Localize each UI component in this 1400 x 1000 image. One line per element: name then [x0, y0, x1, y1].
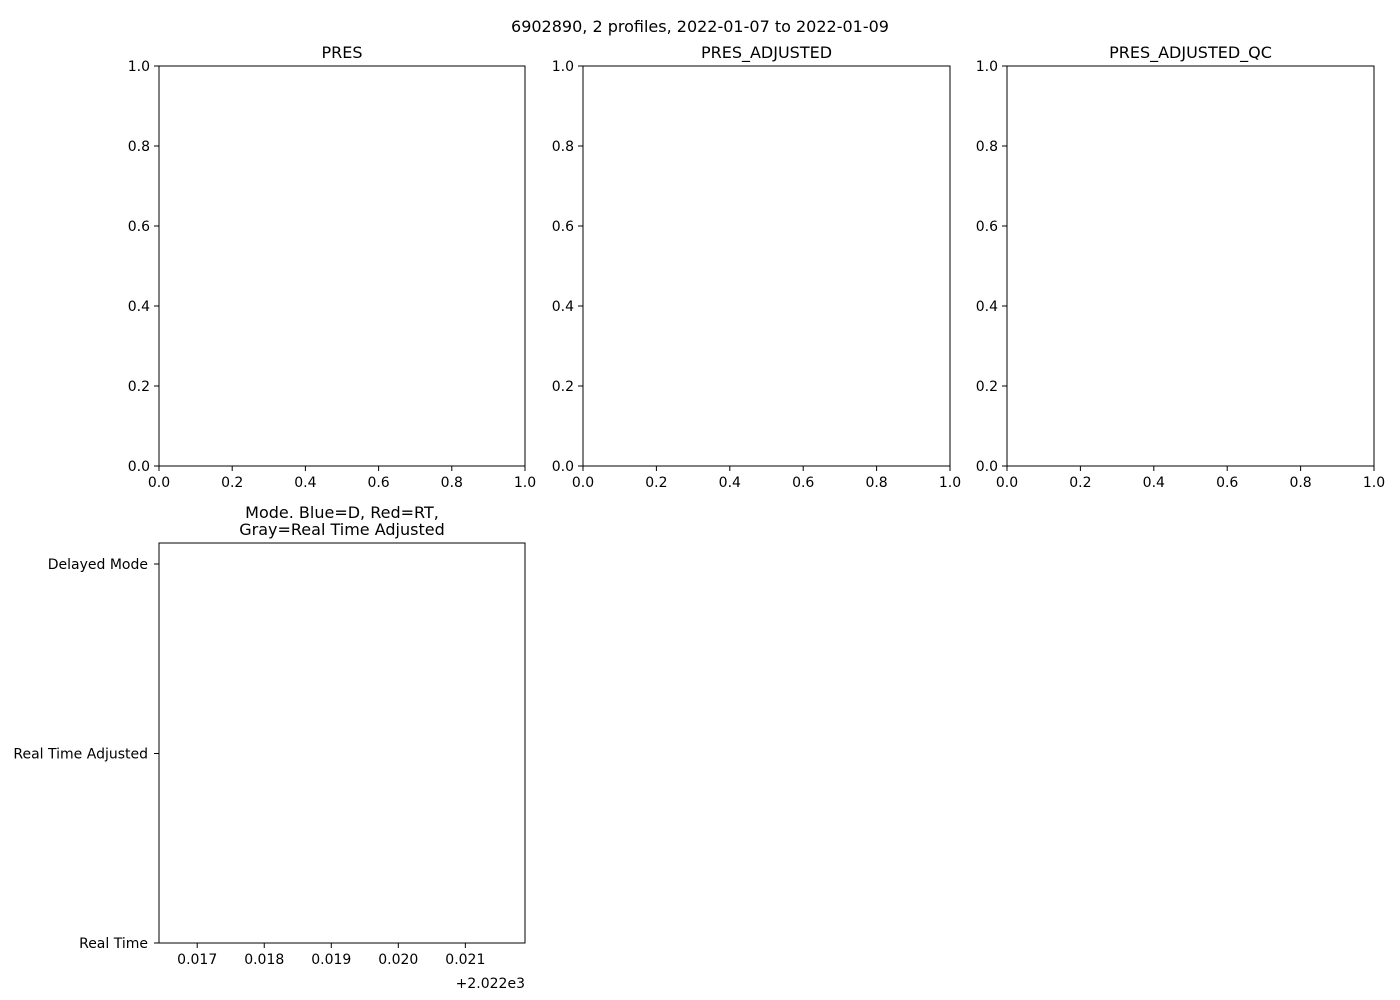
axes-title: PRES	[321, 43, 362, 62]
y-tick-label: 1.0	[128, 59, 150, 75]
y-tick-label: 0.4	[552, 299, 574, 315]
y-category-label: Real Time Adjusted	[13, 747, 148, 763]
y-tick-label: 0.0	[976, 459, 998, 475]
axes-panel-2: PRES_ADJUSTED 0.0 0.2 0.4 0.6 0.8 1.0 0.0 0.2 0.4…	[552, 43, 961, 491]
x-tick-label: 0.2	[1069, 475, 1091, 491]
x-tick-label: 0.2	[221, 475, 243, 491]
y-tick-label: 0.4	[976, 299, 998, 315]
axes-frame	[158, 542, 526, 944]
y-tick-label: 0.2	[128, 379, 150, 395]
x-tick-label: 1.0	[514, 475, 536, 491]
x-tick-label: 1.0	[1363, 475, 1385, 491]
y-tick-label: 0.2	[552, 379, 574, 395]
y-tick-label: 0.2	[976, 379, 998, 395]
y-tick-label: 0.8	[976, 139, 998, 155]
axes-frame	[158, 65, 526, 467]
y-tick-label: 0.6	[128, 219, 150, 235]
x-tick-label: 0.6	[792, 475, 814, 491]
y-tick-label: 0.4	[128, 299, 150, 315]
axes-panel-1: PRES 0.0 0.2 0.4 0.6 0.8 1.0 0.0 0.2 0.4 0.6 0.8 1.0	[128, 43, 536, 491]
y-category-label: Delayed Mode	[48, 557, 148, 573]
x-tick-label: 0.8	[441, 475, 463, 491]
x-tick-label: 0.019	[311, 952, 351, 968]
axes-frame	[1006, 65, 1375, 467]
x-tick-label: 0.8	[865, 475, 887, 491]
x-tick-label: 0.0	[996, 475, 1018, 491]
y-tick-label: 1.0	[976, 59, 998, 75]
x-tick-label: 0.8	[1289, 475, 1311, 491]
y-tick-label: 0.8	[552, 139, 574, 155]
axes-panel-3: PRES_ADJUSTED_QC 0.0 0.2 0.4 0.6 0.8 1.0 0.0 0.2…	[976, 43, 1385, 491]
x-tick-label: 0.0	[148, 475, 170, 491]
y-category-label: Real Time	[79, 936, 148, 952]
panels: PRES 0.0 0.2 0.4 0.6 0.8 1.0 0.0 0.2 0.4 0.6 0.8 1.0…	[13, 43, 1385, 992]
axes-panel-4: Mode. Blue=D, Red=RT,Gray=Real Time Adju…	[13, 503, 526, 992]
x-tick-label: 0.021	[445, 952, 485, 968]
x-tick-label: 1.0	[939, 475, 961, 491]
x-offset-label: +2.022e3	[456, 976, 525, 992]
x-tick-label: 0.020	[378, 952, 418, 968]
x-tick-label: 0.4	[294, 475, 316, 491]
x-tick-label: 0.017	[177, 952, 217, 968]
axes-title: PRES_ADJUSTED_QC	[1109, 43, 1272, 63]
x-tick-label: 0.4	[1143, 475, 1165, 491]
y-tick-label: 0.8	[128, 139, 150, 155]
axes-frame	[582, 65, 951, 467]
x-tick-label: 0.4	[719, 475, 741, 491]
y-tick-label: 0.6	[552, 219, 574, 235]
y-tick-label: 1.0	[552, 59, 574, 75]
x-tick-label: 0.018	[244, 952, 284, 968]
x-tick-label: 0.2	[645, 475, 667, 491]
axes-title: PRES_ADJUSTED	[701, 43, 832, 63]
figure-suptitle: 6902890, 2 profiles, 2022-01-07 to 2022-…	[511, 17, 889, 36]
axes-title: Mode. Blue=D, Red=RT,	[245, 503, 439, 522]
x-tick-label: 0.6	[1216, 475, 1238, 491]
x-tick-label: 0.0	[572, 475, 594, 491]
x-tick-label: 0.6	[367, 475, 389, 491]
y-tick-label: 0.0	[128, 459, 150, 475]
y-tick-label: 0.0	[552, 459, 574, 475]
axes-title: Gray=Real Time Adjusted	[239, 520, 445, 539]
y-tick-label: 0.6	[976, 219, 998, 235]
